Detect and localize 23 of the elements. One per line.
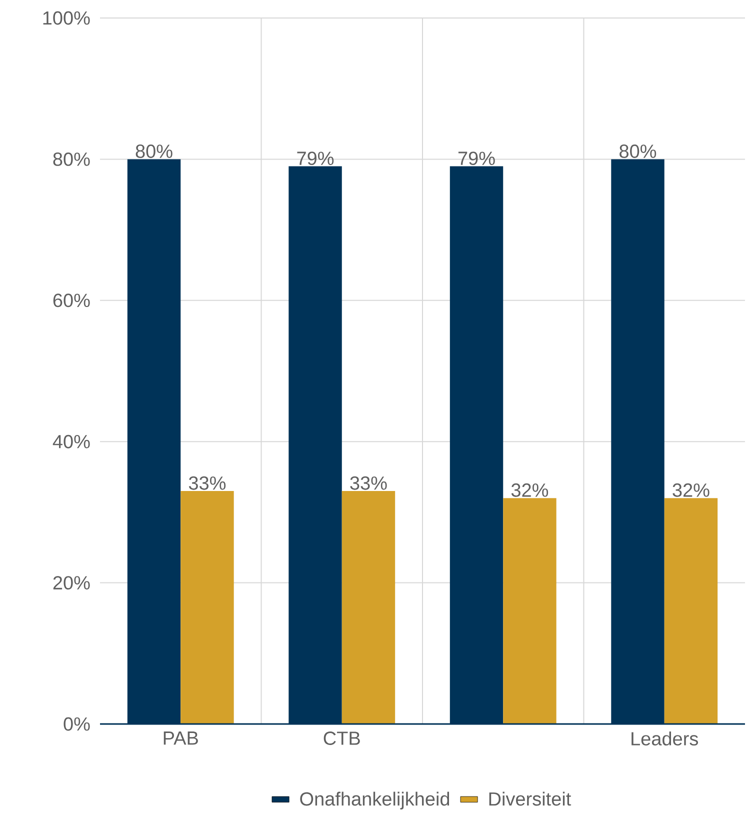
legend-label: Onafhankelijkheid [300, 792, 450, 810]
x-tick-label: Leaders [632, 732, 698, 746]
data-label: 32% [511, 483, 548, 497]
data-label: 79% [458, 152, 495, 166]
y-tick-label: 0% [64, 717, 90, 731]
data-label: 80% [136, 144, 172, 158]
y-tick-label: 80% [53, 152, 90, 166]
bar [664, 498, 718, 724]
x-tick-label: CTB [324, 732, 360, 745]
data-label: 33% [350, 476, 387, 490]
x-tick-label: PAB [164, 732, 198, 745]
bar [342, 491, 396, 724]
y-tick-label: 40% [52, 434, 90, 448]
bar [180, 491, 234, 724]
data-label: 32% [672, 483, 710, 497]
bar [503, 498, 556, 724]
legend-label: Diversiteit [489, 792, 572, 806]
data-label: 79% [297, 152, 334, 166]
data-label: 33% [188, 476, 226, 490]
y-tick-label: 60% [53, 294, 90, 308]
data-label: 80% [620, 144, 656, 158]
y-tick-label: 20% [53, 576, 90, 590]
y-tick-label: 100% [43, 11, 90, 25]
